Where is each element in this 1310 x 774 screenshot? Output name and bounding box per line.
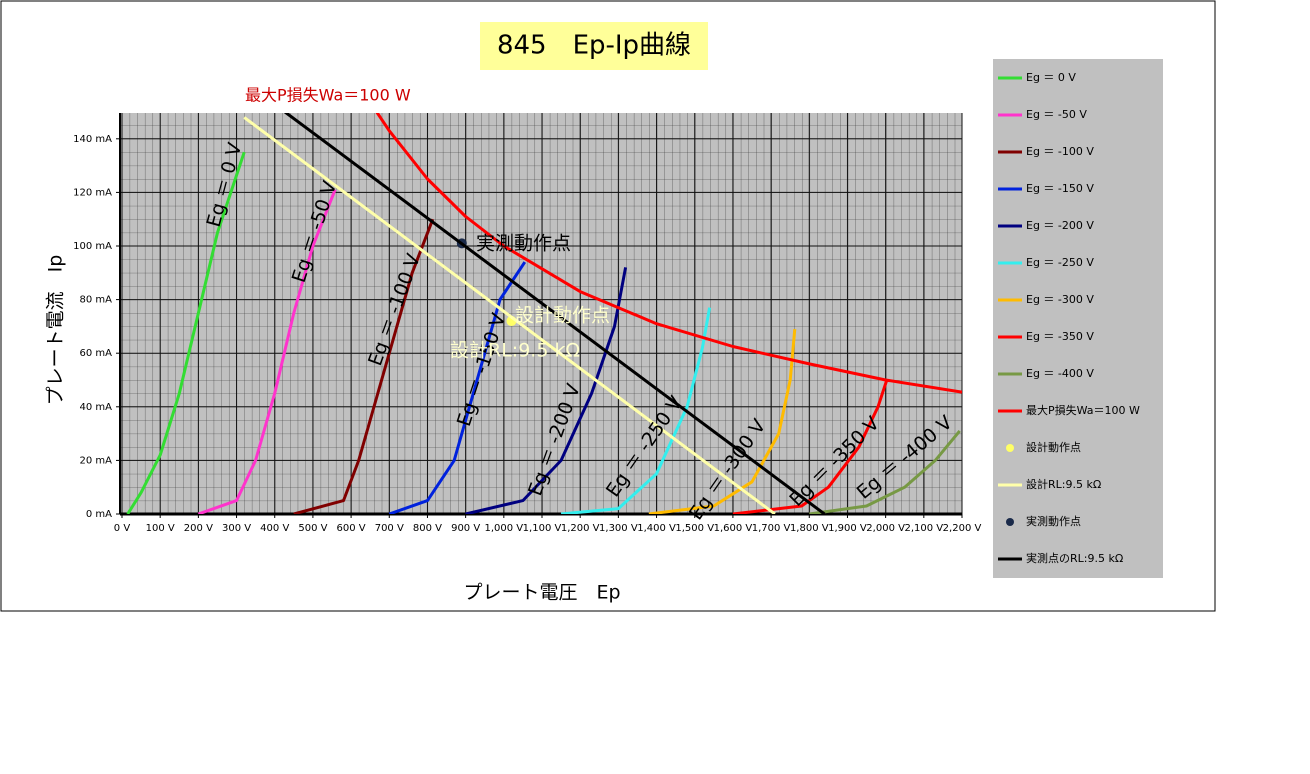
x-axis-title: プレート電圧 Ep <box>463 582 620 604</box>
series-line <box>375 113 962 394</box>
legend-label: Eg ＝ -200 V <box>1026 219 1094 232</box>
x-tick-label: 300 V <box>222 523 251 534</box>
y-tick-label: 40 mA <box>80 402 113 413</box>
series-line <box>465 267 628 514</box>
chart-title: 845 Ep-Ip曲線 <box>497 31 691 61</box>
y-tick-label: 20 mA <box>80 455 113 466</box>
legend-label: Eg ＝ -400 V <box>1026 367 1094 380</box>
series-line <box>388 261 527 514</box>
y-tick-label: 0 mA <box>86 509 112 520</box>
x-tick-label: 1,600 V <box>714 523 753 534</box>
legend-swatch <box>1006 444 1014 452</box>
x-tick-label: 1,300 V <box>599 523 638 534</box>
x-tick-label: 1,900 V <box>828 523 867 534</box>
legend-label: Eg ＝ -50 V <box>1026 108 1087 121</box>
series-line <box>284 113 826 514</box>
x-tick-label: 1,200 V <box>561 523 600 534</box>
series-line <box>197 189 337 514</box>
series-line <box>560 307 712 514</box>
x-tick-label: 700 V <box>375 523 404 534</box>
legend-label: Eg ＝ 0 V <box>1026 71 1076 84</box>
y-tick-label: 60 mA <box>80 348 113 359</box>
legend-label: Eg ＝ -300 V <box>1026 293 1094 306</box>
series-line <box>293 218 435 514</box>
legend-label: 実測点のRL:9.5 kΩ <box>1026 551 1123 565</box>
x-tick-label: 1,800 V <box>790 523 829 534</box>
legend-label: 実測動作点 <box>1026 514 1081 528</box>
series-line <box>648 328 797 514</box>
legend-label: Eg ＝ -100 V <box>1026 145 1094 158</box>
x-tick-label: 0 V <box>114 523 131 534</box>
x-tick-label: 2,100 V <box>904 523 943 534</box>
x-tick-label: 1,500 V <box>675 523 714 534</box>
legend-label: Eg ＝ -150 V <box>1026 182 1094 195</box>
x-tick-label: 200 V <box>184 523 213 534</box>
y-axis-title: プレート電流 Ip <box>45 255 67 406</box>
series-line <box>809 429 961 514</box>
x-tick-label: 400 V <box>260 523 289 534</box>
title-box <box>480 22 708 70</box>
x-tick-label: 1,100 V <box>523 523 562 534</box>
y-tick-label: 140 mA <box>73 134 112 145</box>
series-annotation: 最大P損失Wa＝100 W <box>245 86 411 105</box>
y-tick-label: 120 mA <box>73 187 112 198</box>
x-tick-label: 500 V <box>298 523 327 534</box>
series-annotation: 設計RL:9.5 kΩ <box>450 340 580 362</box>
series-line <box>243 116 776 514</box>
x-tick-label: 600 V <box>337 523 366 534</box>
x-tick-label: 2,200 V <box>943 523 982 534</box>
x-tick-label: 100 V <box>146 523 175 534</box>
legend-label: 設計動作点 <box>1026 440 1081 454</box>
legend-label: 最大P損失Wa＝100 W <box>1026 403 1140 417</box>
x-tick-label: 1,700 V <box>752 523 791 534</box>
y-tick-label: 100 mA <box>73 241 112 252</box>
legend-swatch <box>1006 518 1014 526</box>
series-line <box>732 379 889 514</box>
series-annotation: 設計動作点 <box>515 305 610 327</box>
legend <box>993 59 1163 578</box>
series-line <box>126 151 246 514</box>
x-tick-label: 1,400 V <box>637 523 676 534</box>
y-tick-label: 80 mA <box>80 295 113 306</box>
legend-label: Eg ＝ -250 V <box>1026 256 1094 269</box>
legend-label: Eg ＝ -350 V <box>1026 330 1094 343</box>
series-annotation: 実測動作点 <box>476 233 571 255</box>
x-tick-label: 2,000 V <box>866 523 905 534</box>
x-tick-label: 1,000 V <box>484 523 523 534</box>
x-tick-label: 800 V <box>413 523 442 534</box>
x-tick-label: 900 V <box>451 523 480 534</box>
legend-label: 設計RL:9.5 kΩ <box>1026 477 1101 491</box>
